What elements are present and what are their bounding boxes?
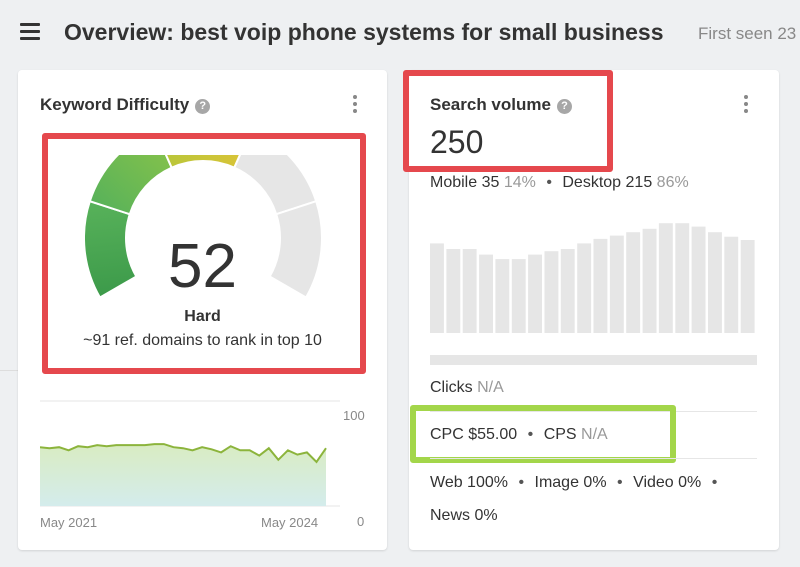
first-seen-text: First seen 23: [698, 24, 797, 43]
search-volume-chart: [430, 223, 757, 365]
volume-bar: [626, 232, 641, 333]
difficulty-level: Hard: [184, 308, 221, 325]
device-split: Mobile 35 14% • Desktop 215 86%: [430, 174, 689, 192]
volume-bar: [495, 259, 510, 333]
separator-dot: •: [527, 426, 534, 443]
volume-bar: [511, 259, 526, 333]
trend-line: [40, 443, 327, 464]
gauge-segment-1: [85, 199, 138, 299]
separator-dot: •: [546, 174, 552, 191]
gauge-segment-5: [268, 199, 323, 299]
difficulty-gauge: [85, 155, 323, 299]
help-icon[interactable]: ?: [556, 99, 572, 114]
keyword-difficulty-title-text: Keyword Difficulty: [40, 95, 190, 114]
cps-value: N/A: [581, 426, 608, 443]
volume-bar: [724, 236, 739, 333]
volume-bar: [593, 238, 608, 333]
trend-y-max-label: 100: [343, 408, 365, 423]
cpc-value: CPC $55.00: [430, 426, 518, 443]
gauge-segment-3: [164, 155, 242, 169]
volume-bar: [658, 223, 673, 333]
highlight-box-volume: [403, 70, 613, 172]
search-volume-value: 250: [430, 124, 484, 160]
difficulty-trend-chart: [40, 400, 340, 507]
volume-bar: [675, 223, 690, 333]
volume-bar: [577, 243, 592, 333]
search-volume-title-text: Search volume: [430, 95, 551, 114]
trend-area: [40, 444, 326, 506]
volume-bar: [446, 249, 461, 333]
channel-web: Web 100%: [430, 474, 508, 491]
clicks-value: N/A: [477, 379, 504, 396]
difficulty-description: ~91 ref. domains to rank in top 10: [83, 332, 322, 349]
divider: [0, 370, 18, 371]
volume-bar: [691, 226, 706, 333]
volume-bar: [544, 251, 559, 333]
volume-bar: [642, 228, 657, 333]
channel-image: Image 0%: [534, 474, 607, 491]
channel-metrics-row-2: News 0%: [430, 507, 498, 525]
separator-dot: •: [617, 474, 623, 491]
volume-bar: [479, 254, 493, 333]
desktop-volume: Desktop 215: [562, 174, 653, 191]
volume-bar: [462, 249, 477, 333]
gauge-segment-2: [88, 155, 174, 216]
menu-icon[interactable]: [20, 23, 40, 41]
clicks-label: Clicks: [430, 379, 473, 396]
mobile-volume: Mobile 35: [430, 174, 500, 191]
volume-bar: [560, 249, 575, 333]
highlight-box-difficulty: [42, 133, 366, 374]
volume-bar: [528, 254, 542, 333]
search-volume-title: Search volume?: [430, 95, 572, 115]
trend-x-start-label: May 2021: [40, 515, 98, 530]
help-icon[interactable]: ?: [195, 99, 211, 114]
volume-bar: [430, 243, 444, 333]
channel-metrics: Web 100% • Image 0% • Video 0% •: [430, 474, 723, 492]
highlight-box-cpc: [410, 405, 676, 463]
clicks-metric: Clicks N/A: [430, 379, 504, 397]
channel-video: Video 0%: [633, 474, 702, 491]
volume-bar: [708, 232, 722, 333]
separator-dot: •: [518, 474, 525, 491]
difficulty-score: 52: [168, 232, 237, 301]
separator-dot: •: [711, 474, 718, 491]
trend-y-min-label: 0: [357, 514, 365, 529]
volume-bar: [740, 240, 755, 333]
volume-baseline-bar: [430, 355, 757, 365]
page-title: Overview: best voip phone systems for sm…: [64, 19, 664, 45]
divider: [430, 458, 757, 459]
desktop-percent: 86%: [656, 174, 689, 191]
more-options-icon[interactable]: [743, 95, 749, 115]
divider: [430, 411, 757, 412]
cps-label: CPS: [543, 426, 577, 443]
trend-x-end-label: May 2024: [261, 515, 319, 530]
channel-news: News 0%: [430, 507, 498, 524]
more-options-icon[interactable]: [352, 95, 358, 115]
keyword-difficulty-title: Keyword Difficulty?: [40, 95, 211, 115]
header: Overview: best voip phone systems for sm…: [0, 0, 800, 66]
mobile-percent: 14%: [503, 174, 536, 191]
volume-bar: [609, 235, 624, 333]
cpc-metric: CPC $55.00 • CPS N/A: [430, 426, 608, 444]
